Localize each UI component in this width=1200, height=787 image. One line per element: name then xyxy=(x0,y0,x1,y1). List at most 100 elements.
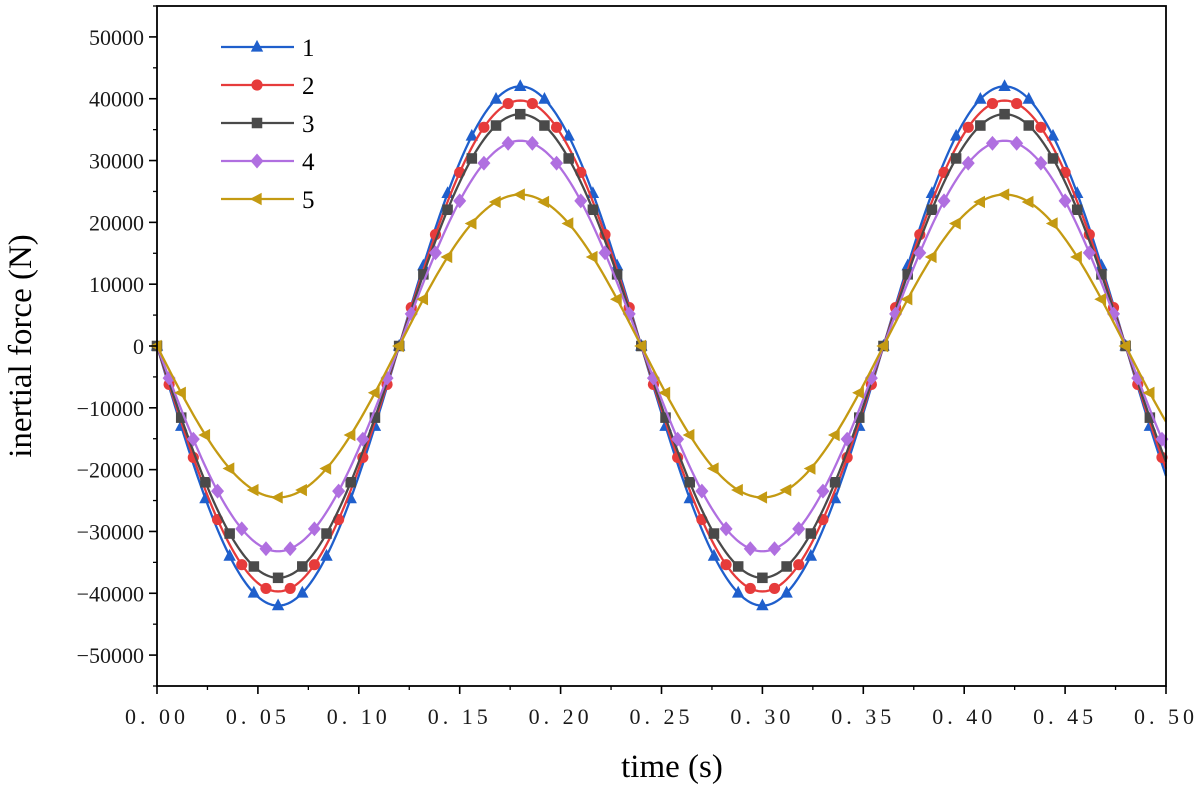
data-point xyxy=(284,582,296,594)
data-point xyxy=(392,339,404,353)
data-point xyxy=(720,559,732,571)
data-point xyxy=(913,245,927,261)
x-tick-label: 0. 40 xyxy=(932,704,996,729)
data-point xyxy=(707,548,721,561)
y-tick-label: −20000 xyxy=(77,458,144,483)
data-point xyxy=(538,91,551,104)
data-point xyxy=(271,598,285,611)
data-point xyxy=(332,483,346,499)
x-tick-label: 0. 15 xyxy=(428,704,492,729)
data-point xyxy=(416,292,429,306)
data-point xyxy=(574,193,588,209)
data-point xyxy=(719,521,733,537)
data-point xyxy=(1047,153,1059,164)
data-point xyxy=(198,428,211,442)
data-point xyxy=(962,121,974,133)
data-point xyxy=(948,217,961,230)
data-point xyxy=(768,582,781,594)
y-tick-label: 30000 xyxy=(89,149,144,174)
data-point xyxy=(200,476,211,488)
data-point xyxy=(999,108,1010,120)
data-point xyxy=(986,98,999,110)
data-point xyxy=(658,386,671,400)
data-point xyxy=(186,431,200,447)
data-point xyxy=(792,521,806,537)
data-point xyxy=(1010,135,1024,151)
data-point xyxy=(270,491,283,504)
data-point xyxy=(440,250,453,264)
data-point xyxy=(235,521,249,537)
y-tick-label: 10000 xyxy=(89,272,144,297)
data-point xyxy=(453,193,467,209)
data-point xyxy=(973,195,985,209)
data-point xyxy=(708,528,720,539)
data-point xyxy=(320,548,333,561)
data-point xyxy=(1046,128,1060,141)
data-point xyxy=(840,431,854,447)
y-tick-label: −10000 xyxy=(77,396,144,421)
data-point xyxy=(537,195,550,209)
data-point xyxy=(490,120,502,131)
data-point xyxy=(1034,155,1048,171)
data-point xyxy=(974,91,987,104)
y-tick-label: 20000 xyxy=(89,210,144,235)
legend-marker xyxy=(251,117,263,129)
data-point xyxy=(174,386,186,400)
data-point xyxy=(514,79,527,92)
data-point xyxy=(283,541,297,557)
data-point xyxy=(223,548,236,561)
data-point xyxy=(804,548,818,561)
x-axis-title: time (s) xyxy=(621,749,723,785)
legend-item-4: 4 xyxy=(221,149,315,176)
data-point xyxy=(1011,98,1023,110)
data-point xyxy=(731,483,743,497)
data-point xyxy=(296,585,309,598)
data-point xyxy=(465,128,479,141)
data-point xyxy=(162,370,176,386)
data-point xyxy=(525,135,539,151)
data-point xyxy=(514,108,526,120)
data-point xyxy=(609,292,622,306)
data-point xyxy=(634,339,646,353)
data-point xyxy=(297,561,308,572)
data-point xyxy=(477,155,491,171)
data-point xyxy=(757,572,768,584)
data-point xyxy=(744,582,756,594)
data-point xyxy=(356,431,370,447)
data-point xyxy=(550,155,564,171)
series-layer xyxy=(149,79,1169,611)
y-tick-label: 40000 xyxy=(89,87,144,112)
data-point xyxy=(1023,120,1035,131)
series-3 xyxy=(151,108,1168,584)
series-5 xyxy=(149,188,1167,504)
data-point xyxy=(260,582,272,594)
data-point xyxy=(827,428,840,442)
data-point xyxy=(321,528,332,539)
data-point xyxy=(562,128,575,141)
data-point xyxy=(489,91,503,104)
data-point xyxy=(743,541,757,557)
data-point xyxy=(779,483,792,497)
data-point xyxy=(502,98,514,110)
series-line-3 xyxy=(155,113,1168,579)
data-point xyxy=(900,292,913,306)
x-tick-label: 0. 30 xyxy=(730,704,794,729)
data-point xyxy=(561,217,574,230)
x-tick-label: 0. 50 xyxy=(1134,704,1198,729)
series-line-5 xyxy=(155,193,1167,499)
series-line-4 xyxy=(155,139,1168,553)
data-point xyxy=(780,585,793,598)
data-point xyxy=(319,462,332,475)
data-point xyxy=(367,386,380,400)
data-point xyxy=(829,476,841,488)
ticks-layer: −50000 −40000 −30000 −20000 −10000 0 10000 2000… xyxy=(77,5,1198,729)
data-point xyxy=(924,250,937,264)
data-point xyxy=(598,245,612,261)
data-point xyxy=(816,483,830,499)
series-line-2 xyxy=(155,99,1168,593)
data-point xyxy=(585,250,598,264)
data-point xyxy=(732,561,744,572)
data-point xyxy=(587,204,599,216)
data-point xyxy=(755,491,768,504)
data-point xyxy=(1058,193,1072,209)
